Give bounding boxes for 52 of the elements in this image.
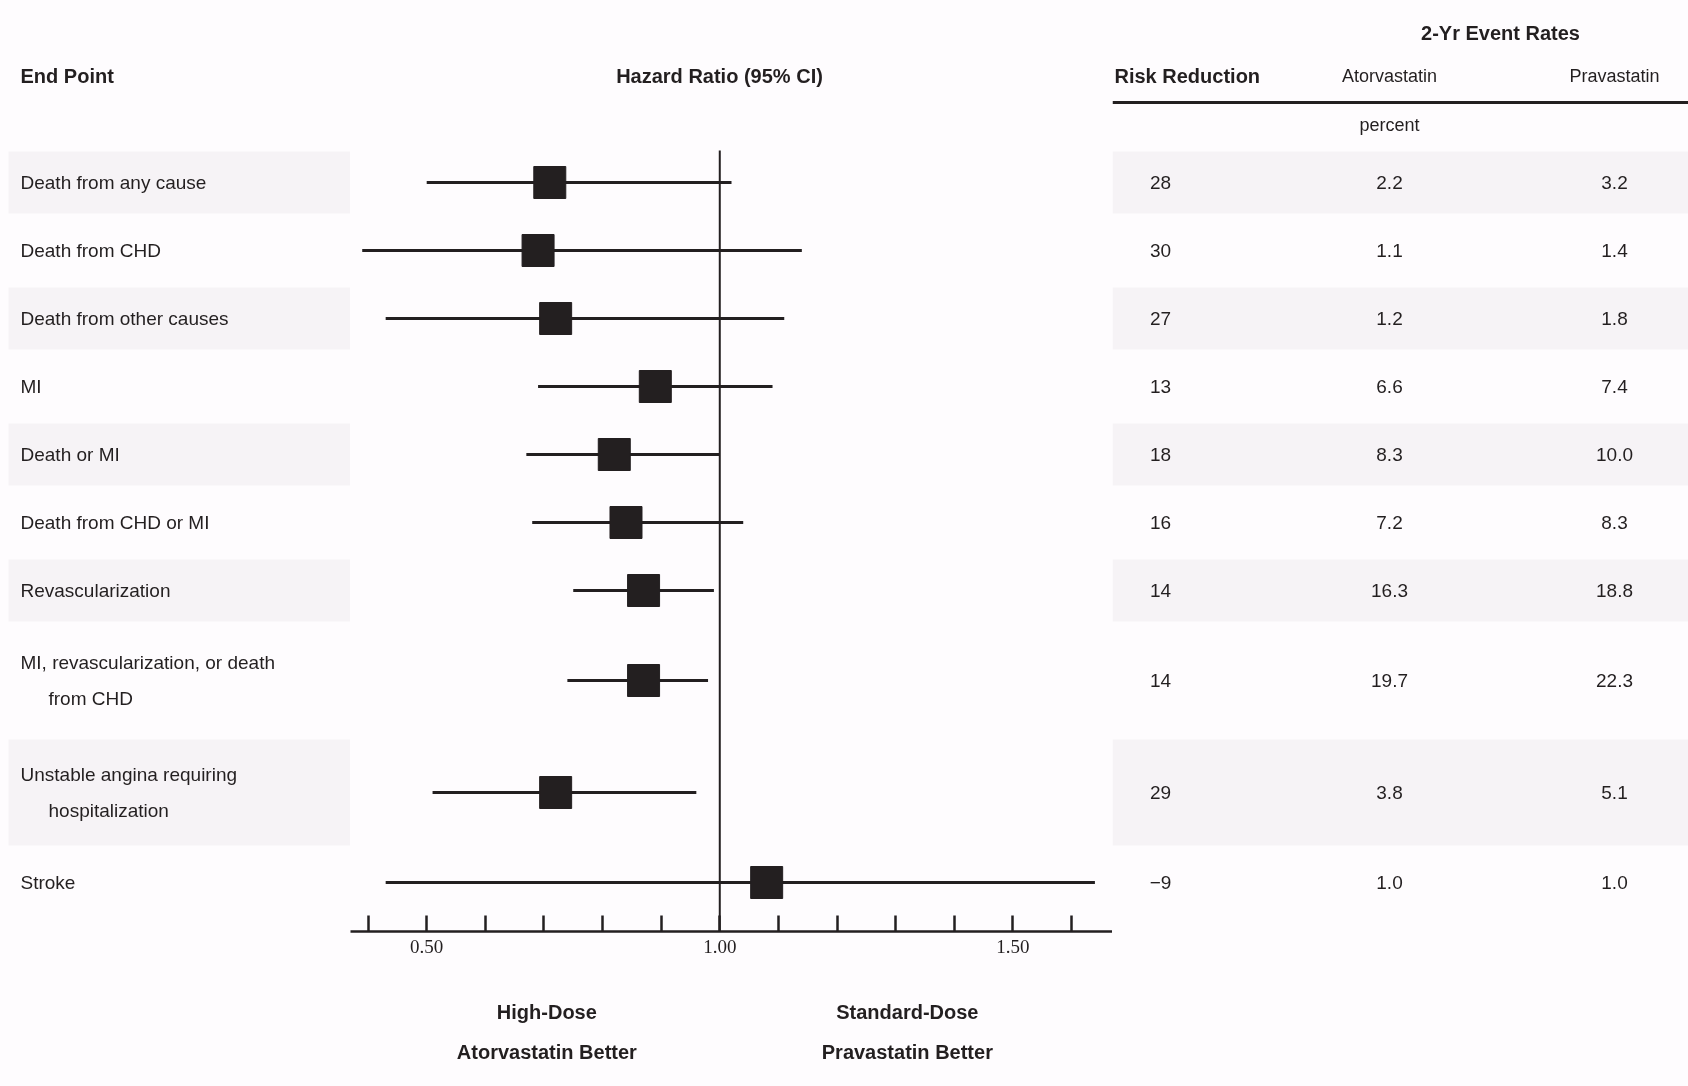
text: 7.2 [1376, 512, 1403, 533]
text: 6.6 [1376, 376, 1403, 397]
y-tick-label: Death from CHD or MI [20, 512, 210, 533]
text: 13 [1149, 376, 1172, 397]
y-tick-label: Death from CHD [20, 240, 161, 261]
text: percent [1359, 114, 1420, 135]
text: 10.0 [1596, 444, 1633, 465]
text: 16.3 [1371, 580, 1408, 601]
y-tick-label: Death or MI [20, 444, 120, 465]
text: −9 [1149, 872, 1172, 893]
text: 27 [1149, 308, 1172, 329]
y-tick-label: Death from any cause [20, 172, 207, 193]
text: 1.1 [1376, 240, 1403, 261]
text: 1.0 [1376, 872, 1403, 893]
y-tick-label: Death from other causes [20, 308, 229, 329]
y-tick-label: Stroke [20, 872, 76, 893]
y-axis-title: End Point [20, 64, 115, 87]
text: 14 [1149, 580, 1172, 601]
y-tick-label: Revascularization [20, 580, 171, 601]
text: 3.2 [1601, 172, 1628, 193]
text: Atorvastatin [1341, 65, 1438, 86]
text: High-Dose Atorvastatin Better [456, 1000, 638, 1063]
x-tick-label: 1.50 [996, 935, 1030, 957]
text: 8.3 [1601, 512, 1628, 533]
text: Risk Reduction [1114, 64, 1261, 87]
text: 8.3 [1376, 444, 1403, 465]
text: 22.3 [1596, 670, 1633, 691]
y-tick-label: MI [20, 376, 42, 397]
x-axis-title: Hazard Ratio (95% CI) [616, 64, 823, 87]
text: Standard-Dose Pravastatin Better [821, 1000, 994, 1063]
y-tick-label: MI, revascularization, or death from CHD [20, 652, 276, 709]
text: 7.4 [1601, 376, 1629, 397]
text: 28 [1149, 172, 1172, 193]
text: 30 [1149, 240, 1172, 261]
text: 29 [1149, 782, 1172, 803]
text: 1.4 [1601, 240, 1629, 261]
text: 2.2 [1376, 172, 1403, 193]
text: 3.8 [1376, 782, 1403, 803]
text: 19.7 [1371, 670, 1408, 691]
text: 1.0 [1601, 872, 1628, 893]
y-tick-label: Unstable angina requiring hospitalization [20, 764, 238, 821]
text: 1.8 [1601, 308, 1628, 329]
text: 16 [1149, 512, 1172, 533]
text: Pravastatin [1569, 65, 1660, 86]
text: 5.1 [1601, 782, 1628, 803]
text: 1.2 [1376, 308, 1403, 329]
text: 18.8 [1596, 580, 1633, 601]
text: 18 [1149, 444, 1172, 465]
text: 14 [1149, 670, 1172, 691]
x-tick-label: 0.50 [410, 935, 444, 957]
x-tick-label: 1.00 [703, 935, 737, 957]
text: 2-Yr Event Rates [1421, 21, 1580, 44]
